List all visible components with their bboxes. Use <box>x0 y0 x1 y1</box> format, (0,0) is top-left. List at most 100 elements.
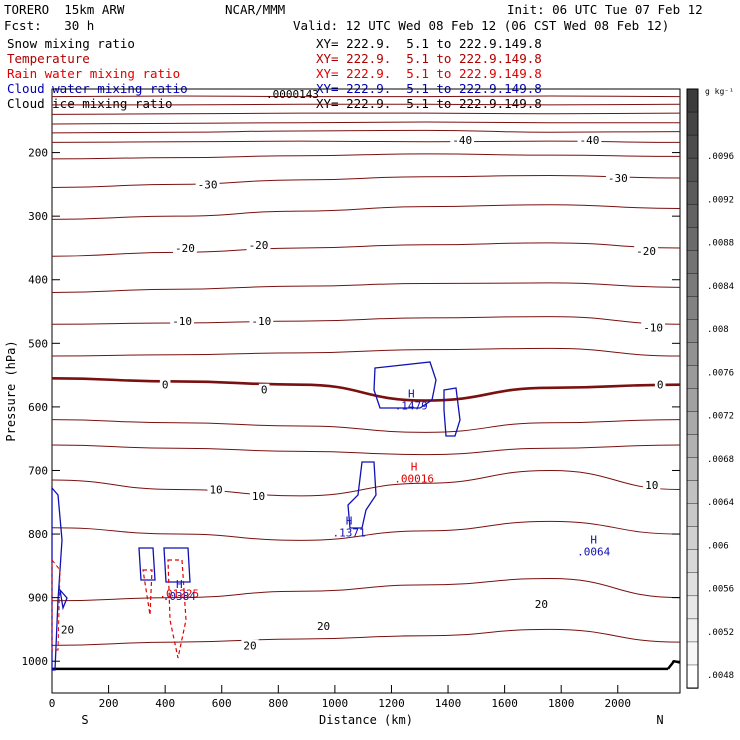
temperature-contour <box>51 578 681 602</box>
contour-label-bg <box>249 315 274 329</box>
colorbar-cell <box>686 411 699 436</box>
legend-xy: XY= 222.9. 5.1 to 222.9.149.8 <box>316 66 542 81</box>
contour-label: 20 <box>317 620 330 633</box>
legend-xy: XY= 222.9. 5.1 to 222.9.149.8 <box>316 36 542 51</box>
contour-label-bg <box>605 172 630 186</box>
temperature-contour <box>51 95 681 98</box>
contour-label-bg <box>450 133 475 147</box>
rain-water-contour <box>142 569 153 616</box>
contour-label: -20 <box>636 245 656 258</box>
contour-label: 10 <box>209 484 222 497</box>
temperature-contour <box>51 242 681 257</box>
y-tick-label: 900 <box>28 592 48 605</box>
y-axis-label: Pressure (hPa) <box>4 340 18 441</box>
max-marker-value: .00016 <box>394 472 434 485</box>
x-tick-label: 1000 <box>322 697 349 710</box>
colorbar-cell <box>686 319 699 344</box>
x-tick-label: 1400 <box>435 697 462 710</box>
contour-label-bg <box>654 378 666 392</box>
contour-label-bg <box>634 245 658 259</box>
rain-water-contour <box>51 558 61 651</box>
colorbar-cell <box>686 157 699 182</box>
max-marker-letter: H <box>408 387 415 400</box>
max-marker-letter: H <box>176 578 183 591</box>
colorbar-tick-label: .0072 <box>707 412 734 422</box>
x-tick-label: 2000 <box>605 697 632 710</box>
colorbar-cell <box>686 526 699 551</box>
max-marker-letter: H <box>346 515 353 528</box>
legend-xy: XY= 222.9. 5.1 to 222.9.149.8 <box>316 96 542 111</box>
north-end-label: N <box>656 713 663 727</box>
colorbar-tick-label: .0092 <box>707 195 734 205</box>
y-tick-label: 300 <box>28 210 48 223</box>
contour-label-bg <box>314 620 333 634</box>
contour-label-bg <box>170 315 195 329</box>
model-title: TORERO 15km ARW <box>4 2 125 17</box>
legend-label: Cloud ice mixing ratio <box>7 96 173 111</box>
contour-label: 20 <box>535 598 548 611</box>
colorbar-cell <box>686 365 699 390</box>
temperature-contour <box>51 316 681 325</box>
temperature-contour <box>51 103 681 106</box>
contour-label-bg <box>258 383 270 397</box>
colorbar-tick-label: .0048 <box>707 671 734 681</box>
colorbar-cell <box>686 203 699 228</box>
colorbar-cell <box>686 227 699 251</box>
colorbar-tick-label: .0064 <box>707 498 734 508</box>
y-tick-label: 800 <box>28 528 48 541</box>
contour-label: -10 <box>251 315 271 328</box>
temperature-contour <box>51 628 681 646</box>
colorbar-cell <box>686 434 699 459</box>
cloud-water-contour <box>138 547 156 581</box>
colorbar-cell <box>686 388 699 413</box>
temperature-contour <box>51 204 681 220</box>
max-marker-letter: H <box>411 460 418 473</box>
colorbar-cell <box>686 641 699 666</box>
cloud-water-contour <box>163 547 191 583</box>
colorbar-tick-label: .0068 <box>707 455 734 465</box>
y-tick-label: 500 <box>28 337 48 350</box>
contour-label: -10 <box>172 315 192 328</box>
cloud-water-contour <box>373 361 437 409</box>
x-tick-label: 0 <box>49 697 56 710</box>
x-tick-label: 400 <box>155 697 175 710</box>
contour-label: 0 <box>162 379 169 392</box>
temperature-contour <box>51 444 681 456</box>
x-tick-label: 1200 <box>378 697 405 710</box>
colorbar-unit: g kg⁻¹ <box>705 87 734 96</box>
max-marker-value: .1479 <box>395 399 428 412</box>
colorbar-tick-label: .0076 <box>707 368 734 378</box>
temperature-contour <box>51 469 681 497</box>
colorbar-tick-label: .0056 <box>707 585 734 595</box>
y-tick-label: 700 <box>28 464 48 477</box>
x-tick-label: 1600 <box>491 697 518 710</box>
colorbar-tick-label: .0088 <box>707 239 734 249</box>
contour-label: -20 <box>249 239 269 252</box>
max-marker-value: .01225 <box>159 588 199 601</box>
contour-label-bg <box>246 238 271 252</box>
temperature-contour <box>51 282 681 293</box>
max-marker-value: .0000143 <box>266 88 319 101</box>
contour-label-bg <box>643 479 661 493</box>
y-tick-label: 600 <box>28 401 48 414</box>
y-tick-label: 1000 <box>22 655 49 668</box>
colorbar-cell <box>686 273 699 298</box>
contour-label-bg <box>577 133 602 147</box>
contour-label-bg <box>195 178 220 192</box>
colorbar-cell <box>686 457 699 482</box>
temperature-contour <box>51 153 681 160</box>
x-axis-label: Distance (km) <box>319 713 413 727</box>
contour-label-bg <box>641 321 666 335</box>
temperature-contour <box>51 174 681 189</box>
colorbar-cell <box>686 111 699 136</box>
temperature-contour <box>51 419 681 433</box>
south-end-label: S <box>81 713 88 727</box>
forecast-hour: Fcst: 30 h <box>4 18 95 33</box>
colorbar-cell <box>686 180 699 205</box>
contour-label: -30 <box>198 178 218 191</box>
temperature-contour <box>51 129 681 134</box>
contour-label-bg <box>249 489 268 503</box>
cloud-water-contour <box>58 587 68 611</box>
legend-label: Rain water mixing ratio <box>7 66 181 81</box>
